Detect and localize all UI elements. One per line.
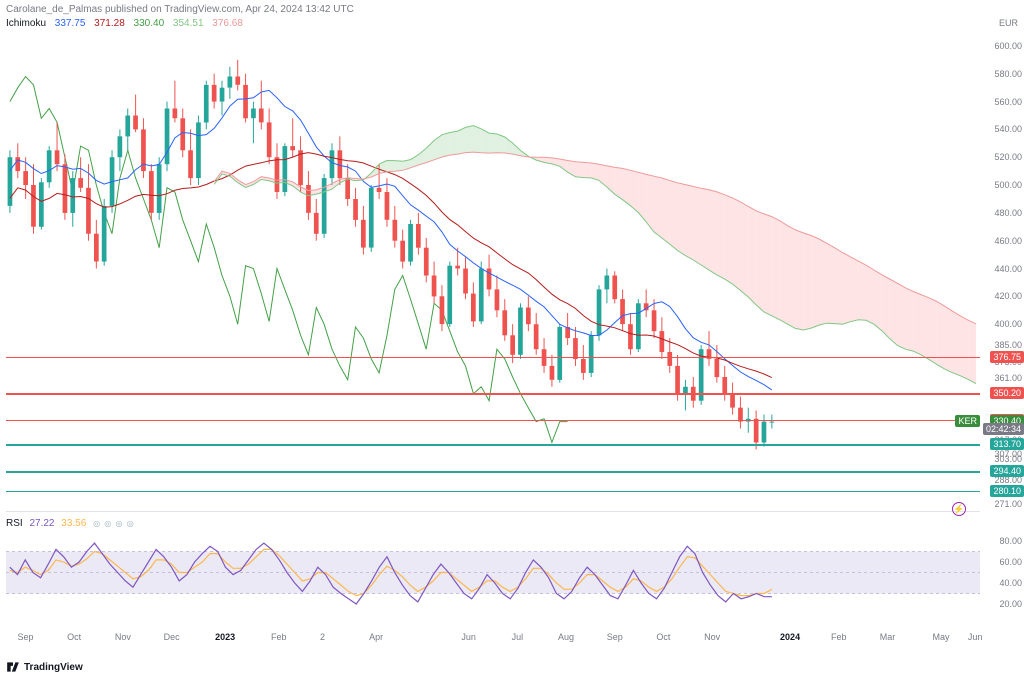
- time-tick: Jun: [968, 632, 983, 642]
- spanB-value: 376.68: [212, 18, 243, 29]
- zap-icon[interactable]: ⚡: [952, 502, 966, 516]
- time-tick: Mar: [880, 632, 896, 642]
- tv-logo-icon: [6, 660, 20, 674]
- tradingview-logo[interactable]: TradingView: [6, 660, 83, 674]
- time-axis[interactable]: Sep Oct Nov Dec 2023 Feb 2 Apr Jun Jul Aug Sep Oct No…: [6, 632, 980, 646]
- time-tick: Jun: [461, 632, 476, 642]
- spanA-value: 354.51: [173, 18, 204, 29]
- rsi-axis[interactable]: 80.00 60.00 40.00 20.00: [982, 520, 1024, 625]
- price-tick: 540.00: [994, 124, 1022, 134]
- price-tick: 303.00: [994, 454, 1022, 464]
- footer-brand: TradingView: [24, 662, 83, 673]
- price-tick: 361.00: [994, 373, 1022, 383]
- price-badge: KER: [955, 415, 980, 427]
- price-tick: 400.00: [994, 319, 1022, 329]
- price-tick: 271.00: [994, 499, 1022, 509]
- time-tick: Dec: [164, 632, 180, 642]
- trading-chart: Carolane_de_Palmas published on TradingV…: [0, 0, 1024, 682]
- time-tick: 2024: [780, 632, 800, 642]
- price-tick: 520.00: [994, 152, 1022, 162]
- horizontal-line[interactable]: [6, 357, 980, 359]
- price-tick: 580.00: [994, 69, 1022, 79]
- horizontal-line[interactable]: [6, 420, 980, 422]
- time-tick: 2: [320, 632, 325, 642]
- horizontal-line[interactable]: [6, 491, 980, 493]
- time-tick: Oct: [67, 632, 81, 642]
- price-tick: 420.00: [994, 291, 1022, 301]
- price-tick: 600.00: [994, 41, 1022, 51]
- time-tick: Feb: [831, 632, 847, 642]
- price-tick: 480.00: [994, 208, 1022, 218]
- rsi-chart[interactable]: [6, 520, 980, 625]
- time-tick: Jul: [512, 632, 524, 642]
- horizontal-line[interactable]: [6, 393, 980, 395]
- time-tick: Sep: [17, 632, 33, 642]
- price-tick: 460.00: [994, 236, 1022, 246]
- chart-canvas: [6, 32, 980, 512]
- price-tick: 500.00: [994, 180, 1022, 190]
- hline-price-label: 376.75: [990, 351, 1024, 363]
- hline-price-label: 313.70: [990, 438, 1024, 450]
- price-tick: 385.00: [994, 340, 1022, 350]
- kijun-value: 371.28: [94, 18, 125, 29]
- time-tick: Nov: [704, 632, 720, 642]
- time-tick: Aug: [558, 632, 574, 642]
- price-tick: 560.00: [994, 97, 1022, 107]
- hline-price-label: 294.40: [990, 465, 1024, 477]
- time-tick: 2023: [215, 632, 235, 642]
- price-tick: 440.00: [994, 264, 1022, 274]
- time-tick: May: [933, 632, 950, 642]
- ichimoku-legend[interactable]: Ichimoku 337.75 371.28 330.40 354.51 376…: [6, 18, 249, 29]
- horizontal-line[interactable]: [6, 444, 980, 446]
- main-price-chart[interactable]: [6, 32, 980, 512]
- indicator-name: Ichimoku: [6, 18, 46, 29]
- rsi-tick: 20.00: [999, 599, 1022, 609]
- hline-price-label: 350.20: [990, 387, 1024, 399]
- horizontal-line[interactable]: [6, 471, 980, 473]
- tenkan-value: 337.75: [55, 18, 86, 29]
- time-tick: Nov: [115, 632, 131, 642]
- rsi-tick: 60.00: [999, 557, 1022, 567]
- time-tick: Oct: [656, 632, 670, 642]
- time-tick: Sep: [607, 632, 623, 642]
- time-tick: Apr: [369, 632, 383, 642]
- chikou-value: 330.40: [134, 18, 165, 29]
- publisher-caption: Carolane_de_Palmas published on TradingV…: [6, 4, 354, 15]
- currency-label: EUR: [999, 18, 1018, 28]
- time-tick: Feb: [271, 632, 287, 642]
- hline-price-label: 280.10: [990, 485, 1024, 497]
- price-badge: 02:42:34: [983, 423, 1024, 435]
- rsi-tick: 40.00: [999, 578, 1022, 588]
- rsi-tick: 80.00: [999, 536, 1022, 546]
- rsi-canvas: [6, 520, 980, 625]
